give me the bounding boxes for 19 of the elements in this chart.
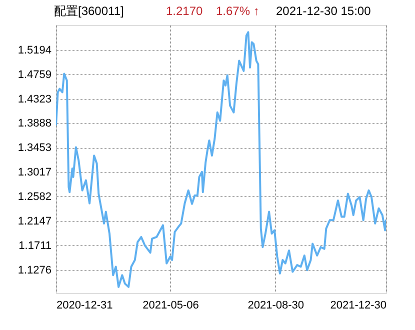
y-tick-label: 1.2147: [18, 215, 52, 228]
text: 1.67% ↑: [216, 4, 260, 18]
y-tick-label: 1.5194: [18, 44, 52, 56]
y-tick-label: 1.4323: [18, 93, 52, 106]
x-tick-label: 2021-05-06: [142, 300, 199, 312]
y-tick-label: 1.3453: [18, 142, 52, 154]
y-tick-label: 1.2582: [18, 190, 52, 203]
chart-title: 配置[360011]: [54, 4, 124, 18]
x-tick-label: 2021-12-30: [330, 300, 386, 312]
text: 1.2170: [166, 4, 204, 18]
y-tick-label: 1.1276: [18, 264, 52, 276]
y-tick-label: 1.4759: [18, 68, 52, 81]
x-tick-label: 2020-12-31: [56, 300, 113, 312]
y-tick-label: 1.1711: [18, 240, 52, 252]
x-tick-label: 2021-08-30: [248, 300, 304, 312]
line-series: [56, 31, 386, 288]
text: 2021-12-30 15:00: [276, 4, 372, 18]
y-tick-label: 1.3888: [18, 118, 52, 130]
y-tick-label: 1.3017: [18, 166, 52, 179]
